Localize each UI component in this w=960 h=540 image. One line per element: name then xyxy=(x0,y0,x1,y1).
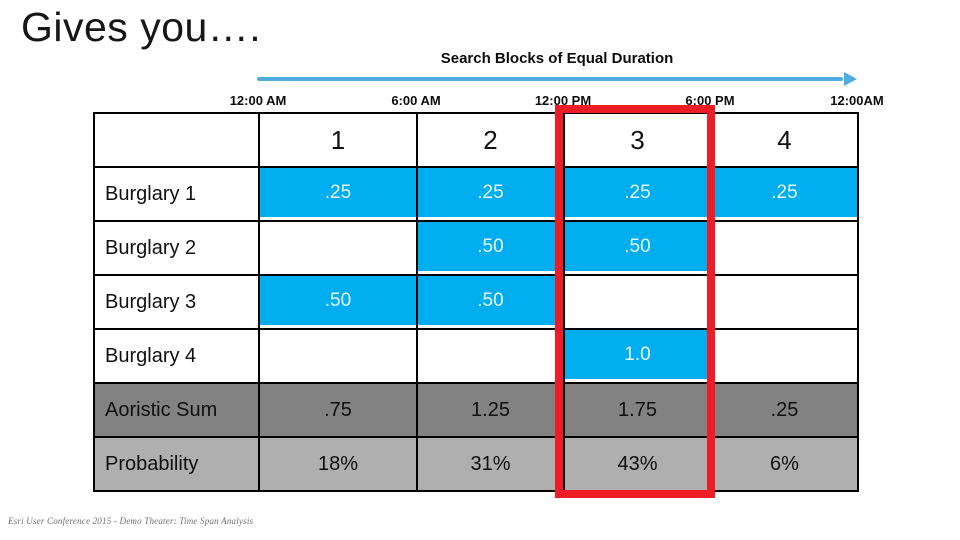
row-label: Burglary 1 xyxy=(93,166,260,222)
cell-value: .25 xyxy=(260,168,416,217)
cell-value xyxy=(712,222,857,274)
cell-value xyxy=(565,276,710,328)
timeline-label: 6:00 PM xyxy=(685,93,735,108)
row-label: Burglary 4 xyxy=(93,328,260,384)
cell-value: .25 xyxy=(712,168,857,217)
cell-value: 43% xyxy=(617,452,658,475)
table-cell: 31% xyxy=(416,436,565,492)
table-cell: .25 xyxy=(258,166,418,222)
cell-value xyxy=(712,276,857,328)
table-cell: .25 xyxy=(710,166,859,222)
row-label: Aoristic Sum xyxy=(93,382,260,438)
column-header: 2 xyxy=(416,112,565,168)
table-row: Burglary 2 .50.50 xyxy=(93,220,859,276)
table-cell xyxy=(710,274,859,330)
cell-value: 31% xyxy=(470,452,511,475)
cell-value: .50 xyxy=(565,222,710,271)
cell-value: 1.75 xyxy=(618,398,657,421)
cell-value: .50 xyxy=(260,276,416,325)
corner-cell xyxy=(93,112,260,168)
table-cell: .50 xyxy=(416,274,565,330)
timeline-label: 12:00AM xyxy=(830,93,884,108)
cell-value: 1.25 xyxy=(471,398,510,421)
table-cell: .50 xyxy=(258,274,418,330)
cell-value xyxy=(260,330,416,382)
row-label: Burglary 2 xyxy=(93,220,260,276)
cell-value: .75 xyxy=(324,398,352,421)
table-cell xyxy=(258,220,418,276)
table-cell: 6% xyxy=(710,436,859,492)
table-cell: .25 xyxy=(416,166,565,222)
table-cell xyxy=(563,274,712,330)
cell-value: 1.0 xyxy=(565,330,710,379)
table-row: Aoristic Sum .75 1.25 1.75 .25 xyxy=(93,382,859,438)
table-cell: .50 xyxy=(563,220,712,276)
arrow-line xyxy=(257,77,843,81)
column-header: 3 xyxy=(563,112,712,168)
cell-value xyxy=(418,330,563,382)
table-cell xyxy=(416,328,565,384)
table-cell: 1.0 xyxy=(563,328,712,384)
row-label: Burglary 3 xyxy=(93,274,260,330)
slide-footer: Esri User Conference 2015 - Demo Theater… xyxy=(8,516,254,526)
slide-title: Gives you…. xyxy=(21,4,262,50)
table-cell xyxy=(710,328,859,384)
table-row: Burglary 3.50.50 xyxy=(93,274,859,330)
right-arrowhead-icon xyxy=(844,72,857,86)
cell-value: .50 xyxy=(418,222,563,271)
table-row: Probability 18% 31% 43% 6% xyxy=(93,436,859,492)
cell-value: 18% xyxy=(317,452,359,475)
table-row: Burglary 1.25.25.25.25 xyxy=(93,166,859,222)
timeline-label: 12:00 PM xyxy=(534,93,592,108)
table-cell: 1.75 xyxy=(563,382,712,438)
cell-value: .25 xyxy=(770,398,799,421)
cell-value: .50 xyxy=(418,276,563,325)
timeline-label: 6:00 AM xyxy=(391,93,441,108)
timeline-arrow xyxy=(257,72,857,86)
column-header: 1 xyxy=(258,112,418,168)
table-cell: .25 xyxy=(710,382,859,438)
table-row: Burglary 4 1.0 xyxy=(93,328,859,384)
table-cell: 18% xyxy=(258,436,418,492)
table-cell: .50 xyxy=(416,220,565,276)
table-cell: 43% xyxy=(563,436,712,492)
row-label: Probability xyxy=(93,436,260,492)
column-header: 4 xyxy=(710,112,859,168)
table-cell xyxy=(710,220,859,276)
cell-value: .25 xyxy=(418,168,563,217)
timeline-heading: Search Blocks of Equal Duration xyxy=(440,50,674,67)
cell-value: .25 xyxy=(565,168,710,217)
cell-value xyxy=(260,222,416,274)
cell-value xyxy=(712,330,857,382)
table-cell: 1.25 xyxy=(416,382,565,438)
table-cell: .25 xyxy=(563,166,712,222)
timeline-label: 12:00 AM xyxy=(229,93,287,108)
table-cell: .75 xyxy=(258,382,418,438)
cell-value: 6% xyxy=(770,452,799,475)
table-cell xyxy=(258,328,418,384)
